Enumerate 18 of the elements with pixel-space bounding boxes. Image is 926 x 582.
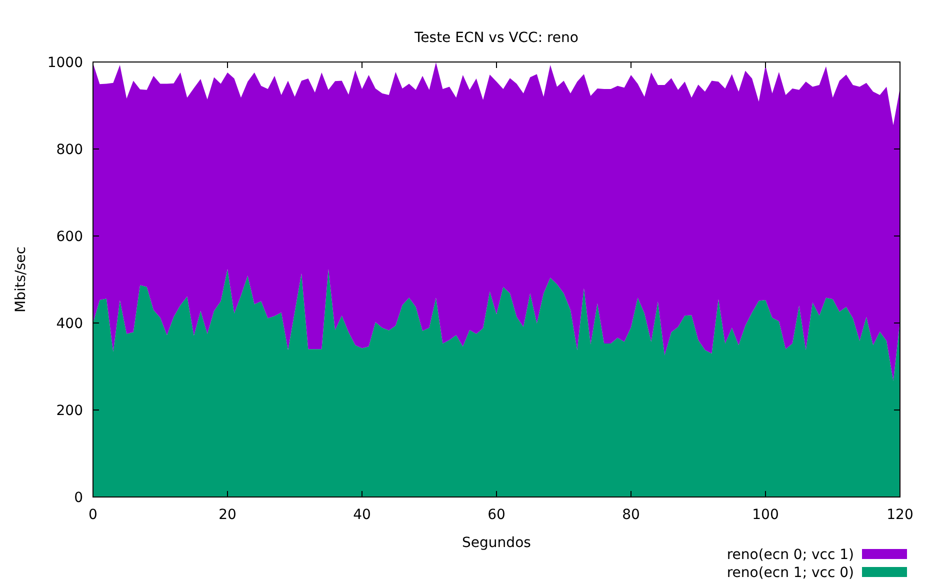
- x-tick-label: 20: [218, 507, 236, 523]
- y-tick-label: 1000: [47, 55, 83, 71]
- x-axis-title: Segundos: [462, 535, 531, 551]
- x-tick-label: 0: [88, 507, 98, 523]
- y-axis-title: Mbits/sec: [13, 246, 29, 312]
- y-tick-label: 600: [56, 229, 83, 245]
- x-tick-label: 100: [752, 507, 779, 523]
- y-tick-label: 200: [56, 403, 83, 419]
- legend-label: reno(ecn 0; vcc 1): [726, 547, 854, 563]
- x-tick-label: 80: [622, 507, 640, 523]
- y-tick-label: 400: [56, 316, 83, 332]
- y-tick-label: 0: [74, 490, 83, 506]
- x-tick-label: 120: [886, 507, 914, 523]
- chart-title: Teste ECN vs VCC: reno: [413, 30, 579, 46]
- y-tick-label: 800: [56, 142, 83, 158]
- x-tick-label: 40: [353, 507, 371, 523]
- legend-label: reno(ecn 1; vcc 0): [726, 565, 854, 581]
- x-tick-label: 60: [488, 507, 506, 523]
